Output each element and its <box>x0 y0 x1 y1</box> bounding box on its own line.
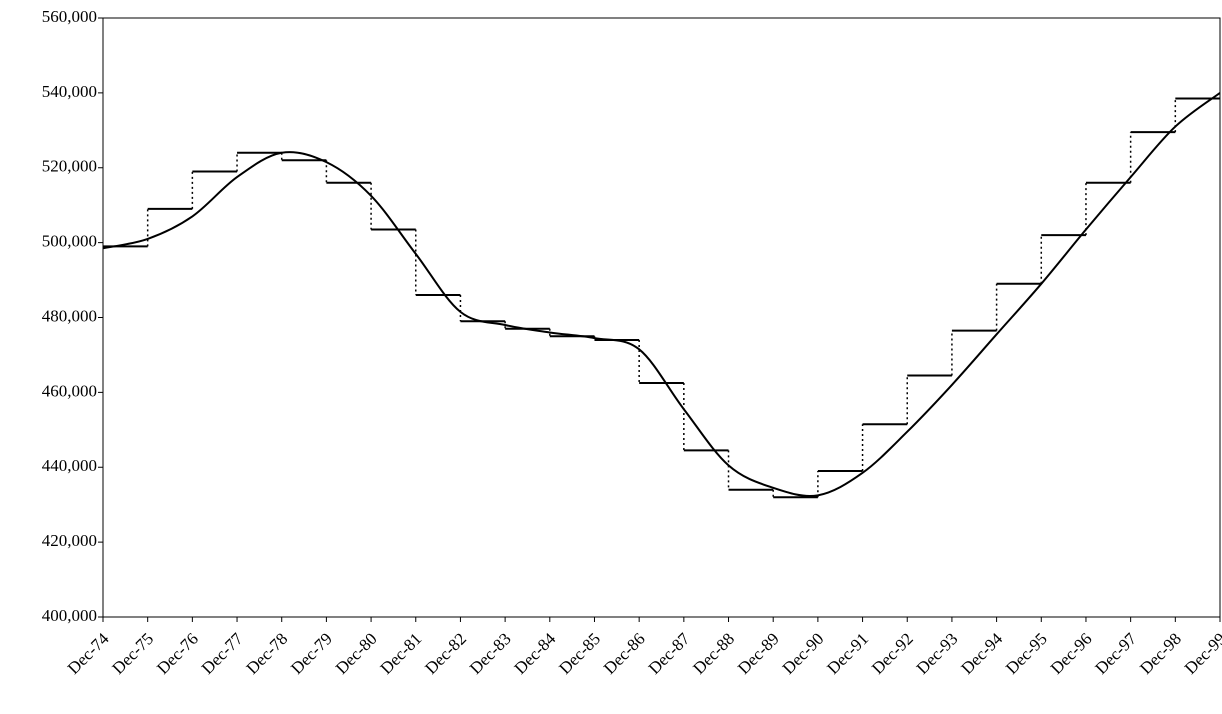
x-tick-label: Dec-75 <box>108 629 157 678</box>
x-tick-label: Dec-93 <box>913 629 962 678</box>
x-tick-label: Dec-81 <box>377 629 426 678</box>
y-tick-label: 540,000 <box>42 82 97 101</box>
x-tick-label: Dec-78 <box>242 629 291 678</box>
x-tick-label: Dec-74 <box>64 629 113 678</box>
y-tick-label: 400,000 <box>42 606 97 625</box>
x-tick-label: Dec-96 <box>1047 629 1096 678</box>
x-tick-label: Dec-82 <box>421 629 470 678</box>
x-tick-label: Dec-98 <box>1136 629 1185 678</box>
smooth-line <box>102 92 1221 497</box>
x-tick-label: Dec-91 <box>823 629 872 678</box>
x-tick-label: Dec-86 <box>600 629 649 678</box>
x-tick-label: Dec-87 <box>645 629 694 678</box>
y-tick-label: 460,000 <box>42 381 97 400</box>
x-tick-label: Dec-90 <box>779 629 828 678</box>
x-tick-label: Dec-80 <box>332 629 381 678</box>
y-tick-label: 480,000 <box>42 306 97 325</box>
x-tick-label: Dec-99 <box>1181 629 1222 678</box>
x-tick-label: Dec-83 <box>466 629 515 678</box>
y-tick-label: 500,000 <box>42 232 97 251</box>
x-tick-label: Dec-85 <box>555 629 604 678</box>
x-tick-label: Dec-97 <box>1091 629 1140 678</box>
x-tick-label: Dec-76 <box>153 629 202 678</box>
plot-frame <box>102 17 1221 618</box>
x-tick-label: Dec-79 <box>287 629 336 678</box>
y-tick-label: 420,000 <box>42 531 97 550</box>
y-tick-label: 520,000 <box>42 157 97 176</box>
x-tick-label: Dec-92 <box>868 629 917 678</box>
x-tick-label: Dec-95 <box>1002 629 1051 678</box>
x-tick-label: Dec-94 <box>957 629 1006 678</box>
y-tick-label: 560,000 <box>42 7 97 26</box>
x-tick-label: Dec-77 <box>198 629 247 678</box>
x-tick-label: Dec-89 <box>734 629 783 678</box>
x-tick-label: Dec-84 <box>511 629 560 678</box>
x-tick-label: Dec-88 <box>689 629 738 678</box>
y-tick-label: 440,000 <box>42 456 97 475</box>
